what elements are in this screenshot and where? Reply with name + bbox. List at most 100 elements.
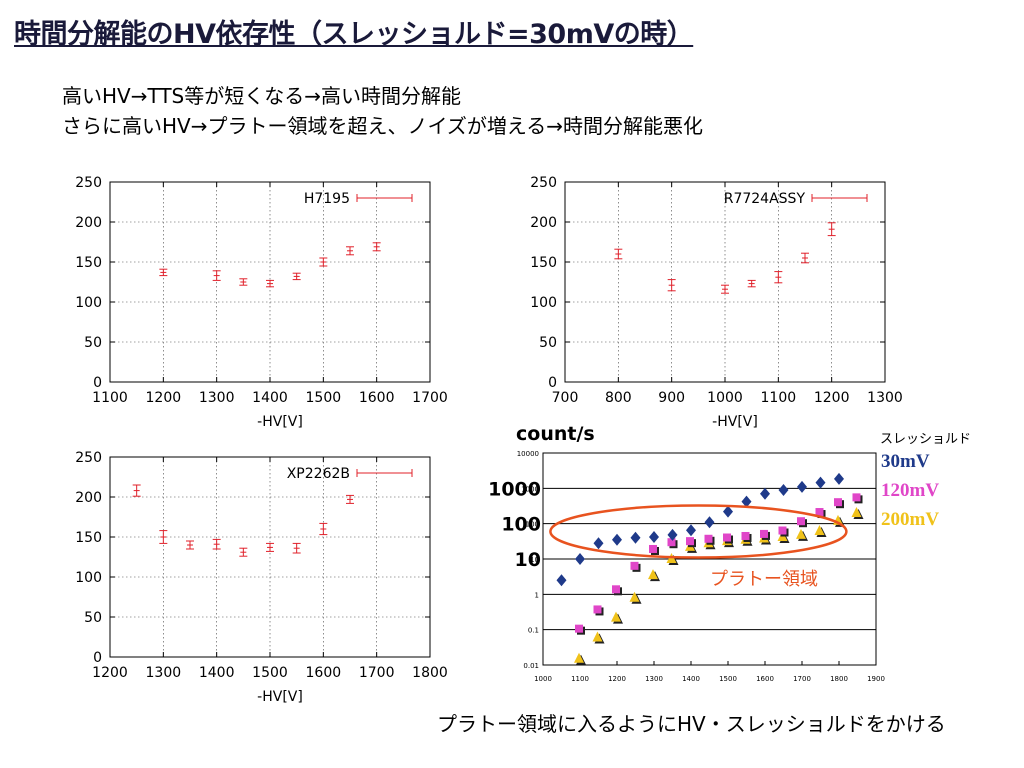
x-tick-label: 1600 <box>306 665 342 681</box>
x-tick-label: 1300 <box>867 390 903 406</box>
data-point-diamond <box>593 537 604 550</box>
data-point-diamond <box>723 505 733 518</box>
triangle-marker <box>851 507 862 518</box>
y-tick-label-large: 100 <box>501 514 541 536</box>
data-point-triangle <box>851 507 864 520</box>
data-point <box>372 242 381 252</box>
data-point-diamond <box>630 531 641 544</box>
data-point-diamond <box>760 487 770 500</box>
square-marker <box>797 517 805 526</box>
x-tick-label: 1300 <box>645 675 663 683</box>
threshold-legend: スレッショルド 30mV 120mV 200mV <box>880 428 971 534</box>
y-axis-label: count/s <box>516 423 595 445</box>
y-tick-label: 0.1 <box>528 627 539 635</box>
y-tick-label: 10000 <box>517 450 539 458</box>
x-tick-label: 1400 <box>252 390 288 406</box>
triangle-marker <box>592 631 603 642</box>
y-tick-label: 50 <box>539 335 557 351</box>
data-point-square <box>649 544 659 555</box>
triangle-marker <box>814 525 825 536</box>
diamond-marker <box>815 476 826 489</box>
x-tick-label: 700 <box>552 390 579 406</box>
x-tick-label: 1200 <box>814 390 850 406</box>
data-point <box>239 547 248 557</box>
legend-120mv: 120mV <box>881 480 940 501</box>
data-point-triangle <box>611 611 623 624</box>
x-tick-label: 1100 <box>571 675 589 683</box>
y-tick-label: 0 <box>93 375 102 391</box>
x-tick-label: 1600 <box>756 675 774 683</box>
square-marker <box>723 533 731 542</box>
data-point-triangle <box>592 631 605 644</box>
x-tick-label: 1300 <box>199 390 235 406</box>
data-point <box>747 279 756 288</box>
x-tick-label: 1700 <box>793 675 811 683</box>
square-marker <box>778 526 787 535</box>
x-tick-label: 1800 <box>412 665 448 681</box>
square-marker <box>630 561 639 570</box>
slide-title: 時間分解能のHV依存性（スレッショルド=30mVの時） <box>14 19 694 50</box>
diamond-marker <box>630 531 641 544</box>
diamond-marker <box>556 574 567 587</box>
data-point <box>721 284 729 294</box>
x-tick-label: 800 <box>605 390 632 406</box>
data-point <box>801 252 809 264</box>
chart-h7195: 0 50 100 150 200 250 1100 1200 1300 1400 1500 1600 1… <box>75 175 448 430</box>
y-tick-label: 50 <box>84 610 102 626</box>
data-point <box>186 540 194 550</box>
data-point-square <box>723 533 733 544</box>
data-point-diamond <box>686 524 696 537</box>
data-point <box>667 279 676 292</box>
data-point-diamond <box>815 476 826 489</box>
y-tick-label: 200 <box>75 490 102 506</box>
x-tick-label: 1200 <box>608 675 626 683</box>
legend-30mv: 30mV <box>881 451 930 472</box>
x-tick-label: 1300 <box>146 665 182 681</box>
data-point-diamond <box>612 533 622 546</box>
legend-label: H7195 <box>304 191 350 207</box>
y-tick-label: 1 <box>535 591 539 599</box>
data-point-diamond <box>704 516 715 529</box>
data-point-square <box>834 498 844 509</box>
data-point <box>346 494 354 504</box>
x-tick-label: 1500 <box>252 665 288 681</box>
y-tick-label: 1000 <box>521 485 539 493</box>
data-point <box>266 542 274 552</box>
plateau-ellipse <box>549 504 848 559</box>
legend-200mv: 200mV <box>881 509 940 530</box>
square-marker <box>575 624 583 633</box>
diamond-marker <box>612 533 622 546</box>
data-point <box>212 270 221 281</box>
y-tick-label: 100 <box>75 295 102 311</box>
data-point <box>212 538 221 550</box>
data-point-square <box>612 585 622 596</box>
data-point <box>159 268 168 277</box>
square-marker <box>667 538 676 547</box>
data-point-diamond <box>667 528 678 541</box>
x-tick-label: 1700 <box>359 665 395 681</box>
x-tick-label: 1100 <box>92 390 128 406</box>
plateau-annotation: プラトー領域 <box>710 569 818 590</box>
y-tick-label: 0 <box>548 375 557 391</box>
x-tick-label: 1900 <box>867 675 885 683</box>
x-tick-label: 1200 <box>146 390 182 406</box>
data-point-square <box>575 624 585 635</box>
chart-count-rate: count/s1000010001001010.10.0110001001010… <box>488 423 885 683</box>
x-tick-label: 1600 <box>359 390 395 406</box>
data-point <box>132 484 141 497</box>
footer-note: プラトー領域に入るようにHV・スレッショルドをかける <box>437 712 946 736</box>
data-point-triangle <box>814 525 827 538</box>
y-tick-label-large: 10 <box>515 549 541 571</box>
y-tick-label: 10 <box>530 556 539 564</box>
y-tick-label: 50 <box>84 335 102 351</box>
data-point-square <box>760 529 770 540</box>
data-point <box>774 271 783 284</box>
diamond-marker <box>686 524 696 537</box>
x-tick-label: 1500 <box>306 390 342 406</box>
y-tick-label: 200 <box>75 215 102 231</box>
data-point-square <box>815 508 826 519</box>
diamond-marker <box>723 505 733 518</box>
x-tick-label: 1800 <box>830 675 848 683</box>
diamond-marker <box>575 553 585 565</box>
x-tick-label: 1500 <box>719 675 737 683</box>
